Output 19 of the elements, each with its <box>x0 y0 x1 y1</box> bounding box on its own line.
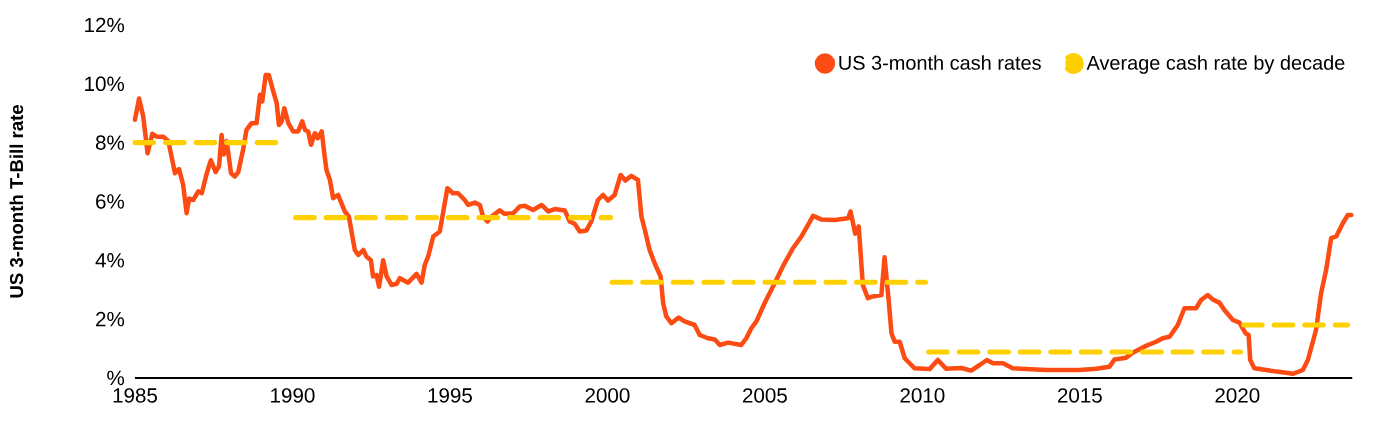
y-tick-label: 8% <box>95 135 125 150</box>
y-tick-label: % <box>107 370 125 386</box>
x-tick-label: 2000 <box>585 388 630 403</box>
legend-label: Average cash rate by decade <box>1086 55 1345 74</box>
y-tick-label: 12% <box>85 17 125 33</box>
y-tick-label: 4% <box>95 253 125 268</box>
x-tick-label: 2020 <box>1215 388 1260 403</box>
x-tick-label: 2015 <box>1057 388 1102 403</box>
y-tick-label: 10% <box>85 76 125 92</box>
x-tick-label: 1995 <box>428 388 472 403</box>
y-tick-label: 2% <box>96 311 125 327</box>
x-tick-label: 1990 <box>271 388 315 403</box>
x-tick-label: 2010 <box>900 388 945 403</box>
line-series <box>132 72 1354 377</box>
x-tick-label: 2005 <box>743 388 787 403</box>
y-tick-label: 6% <box>96 194 125 209</box>
y-axis-title: US 3-month T-Bill rate <box>9 104 24 298</box>
legend-label: US 3-month cash rates <box>839 55 1041 70</box>
x-tick-label: 1985 <box>113 388 157 403</box>
